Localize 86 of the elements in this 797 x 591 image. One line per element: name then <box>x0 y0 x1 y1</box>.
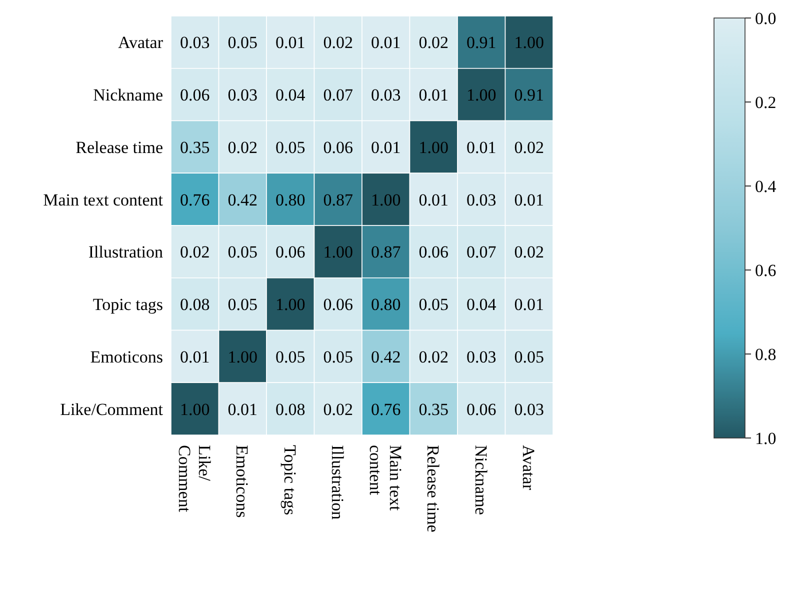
data-label: 0.76 <box>371 400 401 419</box>
data-label: 0.01 <box>418 190 448 210</box>
data-label: 0.05 <box>514 347 544 366</box>
data-label: 0.08 <box>180 295 210 314</box>
y-tick-label: Emoticons <box>90 347 163 366</box>
data-label: 0.06 <box>276 242 306 262</box>
data-label: 0.01 <box>371 33 401 52</box>
data-label: 0.87 <box>371 242 402 262</box>
data-label: 0.01 <box>228 400 258 419</box>
x-tick-label: Illustration <box>328 445 348 520</box>
y-tick-label: Release time <box>76 138 163 157</box>
data-label: 0.01 <box>514 190 544 210</box>
data-label: 0.05 <box>228 242 258 262</box>
data-label: 0.35 <box>418 400 448 419</box>
data-label: 0.80 <box>371 295 401 314</box>
data-label: 0.03 <box>228 86 258 105</box>
data-label: 0.80 <box>276 190 306 210</box>
data-label: 1.00 <box>418 138 448 157</box>
data-label: 1.00 <box>466 86 496 105</box>
data-label: 0.06 <box>323 295 353 314</box>
y-tick-label: Main text content <box>43 190 164 210</box>
color-bar-label: 0.8 <box>755 344 776 364</box>
data-label: 0.02 <box>514 138 544 157</box>
data-label: 0.42 <box>228 190 258 210</box>
y-tick-label: Avatar <box>118 33 164 52</box>
data-label: 0.06 <box>418 242 448 262</box>
data-label: 0.03 <box>514 400 544 419</box>
data-label: 0.05 <box>418 295 448 314</box>
data-label: 0.03 <box>466 190 496 210</box>
data-label: 0.08 <box>276 400 306 419</box>
x-tick-label: Emoticons <box>232 445 252 518</box>
color-bar-label: 1.0 <box>755 428 776 448</box>
data-label: 0.01 <box>514 295 544 314</box>
color-bar-label: 0.6 <box>755 260 776 280</box>
data-label: 0.35 <box>180 138 210 157</box>
data-label: 0.05 <box>228 295 258 314</box>
data-label: 0.04 <box>466 295 497 314</box>
data-label: 0.02 <box>323 400 353 419</box>
data-label: 0.05 <box>228 33 258 52</box>
x-tick-label: Avatar <box>519 445 538 490</box>
data-label: 0.05 <box>276 347 306 366</box>
data-label: 0.02 <box>228 138 258 157</box>
x-tick-label: Main text content <box>366 445 405 511</box>
data-label: 0.05 <box>323 347 353 366</box>
data-label: 0.91 <box>514 86 544 105</box>
data-label: 1.00 <box>180 400 210 419</box>
data-label: 0.02 <box>418 347 448 366</box>
color-bar-label: 0.4 <box>755 176 777 196</box>
y-tick-label: Illustration <box>88 242 164 262</box>
data-label: 0.06 <box>323 138 353 157</box>
data-label: 1.00 <box>276 295 306 314</box>
data-label: 0.01 <box>418 86 448 105</box>
data-label: 0.76 <box>180 190 210 210</box>
data-label: 0.04 <box>276 86 306 105</box>
x-tick-label: Like/ Comment <box>174 445 214 512</box>
data-label: 0.03 <box>466 347 496 366</box>
data-label: 0.05 <box>276 138 306 157</box>
x-tick-label: Topic tags <box>280 445 300 516</box>
data-label: 1.00 <box>371 190 401 210</box>
data-label: 1.00 <box>228 347 258 366</box>
data-label: 1.00 <box>323 242 353 262</box>
color-bar-label: 0.0 <box>755 8 776 28</box>
data-label: 0.42 <box>371 347 401 366</box>
y-tick-label: Like/Comment <box>60 400 164 419</box>
data-label: 0.07 <box>323 86 354 105</box>
data-label: 1.00 <box>514 33 544 52</box>
x-tick-label: Nickname <box>471 445 490 515</box>
data-label: 0.01 <box>371 138 401 157</box>
data-label: 0.02 <box>323 33 353 52</box>
y-tick-label: Topic tags <box>92 295 163 314</box>
data-label: 0.01 <box>466 138 496 157</box>
data-label: 0.02 <box>514 242 544 262</box>
data-label: 0.03 <box>180 33 210 52</box>
data-label: 0.02 <box>180 242 210 262</box>
data-label: 0.02 <box>418 33 448 52</box>
data-label: 0.01 <box>276 33 306 52</box>
data-label: 0.03 <box>371 86 401 105</box>
data-label: 0.06 <box>466 400 496 419</box>
y-tick-label: Nickname <box>93 86 163 105</box>
data-label: 0.91 <box>466 33 496 52</box>
data-label: 0.01 <box>180 347 210 366</box>
data-label: 0.07 <box>466 242 497 262</box>
data-label: 0.06 <box>180 86 210 105</box>
data-label: 0.87 <box>323 190 354 210</box>
x-tick-label: Release time <box>424 445 443 532</box>
color-bar-label: 0.2 <box>755 92 776 112</box>
